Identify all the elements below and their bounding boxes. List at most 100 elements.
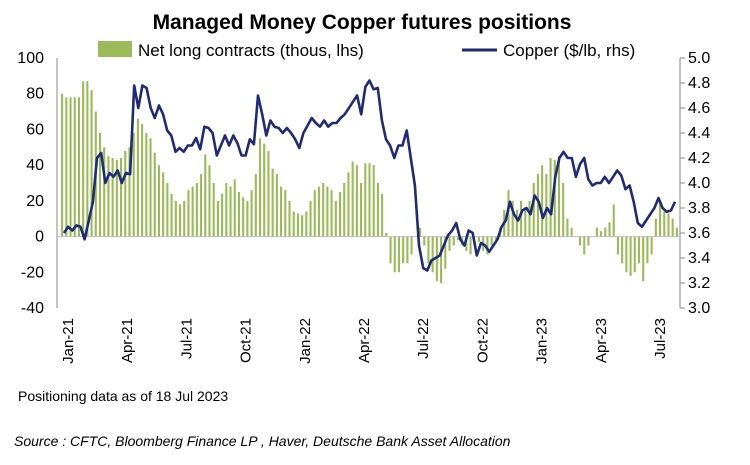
bar <box>330 190 333 237</box>
bar <box>111 158 114 237</box>
bar <box>587 236 590 246</box>
bar <box>364 163 367 237</box>
bar <box>237 191 241 237</box>
bar <box>103 147 106 237</box>
bar <box>162 172 165 237</box>
bar <box>612 204 615 237</box>
bar <box>284 190 287 237</box>
y-right-tick-label: 3.8 <box>688 200 710 217</box>
bar <box>280 186 283 237</box>
bar <box>465 236 468 251</box>
bar <box>187 190 190 237</box>
bar <box>562 183 565 237</box>
bar <box>675 227 678 237</box>
bar <box>250 190 253 237</box>
bar <box>578 236 582 246</box>
bar <box>271 168 274 237</box>
bar <box>343 183 346 237</box>
bar <box>212 183 215 237</box>
bar <box>608 222 611 237</box>
bar <box>671 218 674 237</box>
bar <box>347 172 350 237</box>
bar <box>511 200 514 237</box>
bar <box>549 158 552 237</box>
legend-bar-swatch <box>98 41 132 57</box>
bar <box>566 218 569 237</box>
x-tick-label: Jul-21 <box>178 318 195 359</box>
bar <box>381 193 384 237</box>
bar <box>322 183 325 237</box>
x-tick-label: Jan-22 <box>297 318 314 364</box>
source-note: Source : CFTC, Bloomberg Finance LP , Ha… <box>14 433 511 449</box>
bar <box>477 236 481 242</box>
x-tick-label: Jul-22 <box>415 318 432 359</box>
x-tick-label: Jan-23 <box>534 318 551 364</box>
bar <box>221 193 224 237</box>
bar <box>629 236 632 276</box>
bar <box>570 227 573 237</box>
bar <box>402 236 405 264</box>
bar <box>254 174 257 237</box>
bar <box>528 200 531 237</box>
y-right-tick-label: 3.2 <box>688 275 710 292</box>
bar <box>292 211 295 237</box>
bar <box>654 218 657 237</box>
bar <box>124 150 127 237</box>
bar <box>431 236 434 273</box>
bar <box>107 156 110 237</box>
bar <box>456 236 459 241</box>
bar <box>128 147 131 237</box>
bar <box>389 236 392 264</box>
y-axis-left-ticks: -40 -20 0 20 40 60 80 100 <box>17 50 44 317</box>
y-left-tick-label: 80 <box>26 86 44 103</box>
bar <box>372 165 375 237</box>
bar <box>309 200 312 237</box>
bar <box>595 227 598 237</box>
y-right-tick-label: 4.2 <box>688 150 710 167</box>
bar <box>208 165 211 237</box>
bar <box>242 197 245 237</box>
bar <box>616 236 619 255</box>
bar <box>376 183 379 237</box>
x-axis-ticks: Jan-21 Apr-21 Jul-21 Oct-21 Jan-22 Apr-22 Jul-… <box>60 318 669 364</box>
bar <box>633 236 636 273</box>
bar <box>452 236 455 246</box>
bar <box>541 165 544 237</box>
bar <box>545 174 548 237</box>
bar <box>532 183 535 237</box>
bar <box>275 174 278 237</box>
x-tick-label: Apr-21 <box>119 318 136 363</box>
bar <box>351 161 354 237</box>
bar <box>536 174 539 237</box>
bar <box>515 209 518 237</box>
legend-bar-label: Net long contracts (thous, lhs) <box>138 41 364 60</box>
bar <box>524 209 527 237</box>
y-right-tick-label: 3.0 <box>688 300 710 317</box>
y-left-tick-label: 0 <box>35 229 44 246</box>
y-right-tick-label: 4.4 <box>688 125 710 142</box>
bar <box>646 236 649 264</box>
bar <box>355 165 358 237</box>
bar <box>174 200 177 237</box>
bar <box>334 200 337 237</box>
bar <box>65 97 68 237</box>
bar <box>296 213 299 237</box>
y-left-tick-label: 60 <box>26 121 44 138</box>
bar <box>141 124 144 237</box>
x-tick-label: Oct-22 <box>474 318 491 363</box>
bar <box>98 133 102 237</box>
bar <box>621 236 624 264</box>
bar <box>301 215 304 237</box>
bar <box>494 236 497 241</box>
bar <box>600 231 603 237</box>
bar <box>136 118 139 237</box>
bar <box>642 236 645 282</box>
bar <box>393 236 396 273</box>
bar <box>490 236 493 246</box>
y-right-tick-label: 3.6 <box>688 225 710 242</box>
y-left-tick-label: -40 <box>21 300 44 317</box>
bar <box>427 236 430 264</box>
bar <box>166 183 169 237</box>
bar <box>658 200 662 237</box>
